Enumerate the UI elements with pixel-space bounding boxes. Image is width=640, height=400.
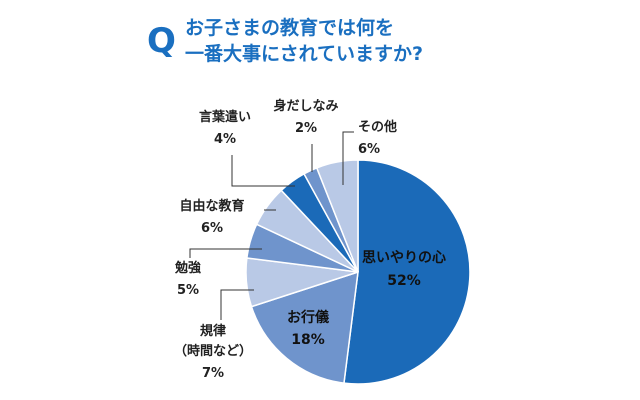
chart-title-line2: 一番大事にされていますか? [185,42,423,65]
slice-8-value-label: 6% [358,142,380,157]
leader-lines [189,131,354,320]
slice-6-leader-line [231,155,295,187]
slice-2-wedge [250,270,359,384]
question-mark: Q [147,21,176,61]
slice-8-wedge [315,159,359,273]
slice-2-label: お行儀 [287,309,329,326]
slice-4-value-label: 5% [177,283,199,298]
slice-7-label: 身だしなみ [273,98,338,114]
pie-slices [245,159,471,385]
slice-7-value-label: 2% [295,121,317,136]
slice-3-leader-line [220,289,254,320]
slice-3-label-line2: （時間など） [174,343,252,359]
slice-1-wedge [343,159,471,385]
chart-title-line1: お子さまの教育では何を [185,16,394,39]
slice-4-label: 勉強 [174,260,201,276]
slice-6-value-label: 4% [214,132,236,147]
slice-5-value-label: 6% [201,221,223,236]
slice-6-label: 言葉遣い [199,109,251,125]
slice-1-label: 思いやりの心 [362,250,446,266]
slice-8-leader-line [342,131,354,185]
slice-3-value-label: 7% [202,366,224,381]
slice-1-value-label: 52% [387,273,421,289]
slice-5-label: 自由な教育 [179,198,244,214]
slice-4-leader-line [189,248,262,258]
slice-2-value-label: 18% [291,332,325,348]
slice-3-label: 規律 [200,323,226,339]
slice-8-label: その他 [358,119,397,135]
slice-labels: 思いやりの心 52% お行儀 18% 規律 （時間など） 7% 勉強 5% 自由な教育 6% 言葉遣い… [174,98,446,381]
